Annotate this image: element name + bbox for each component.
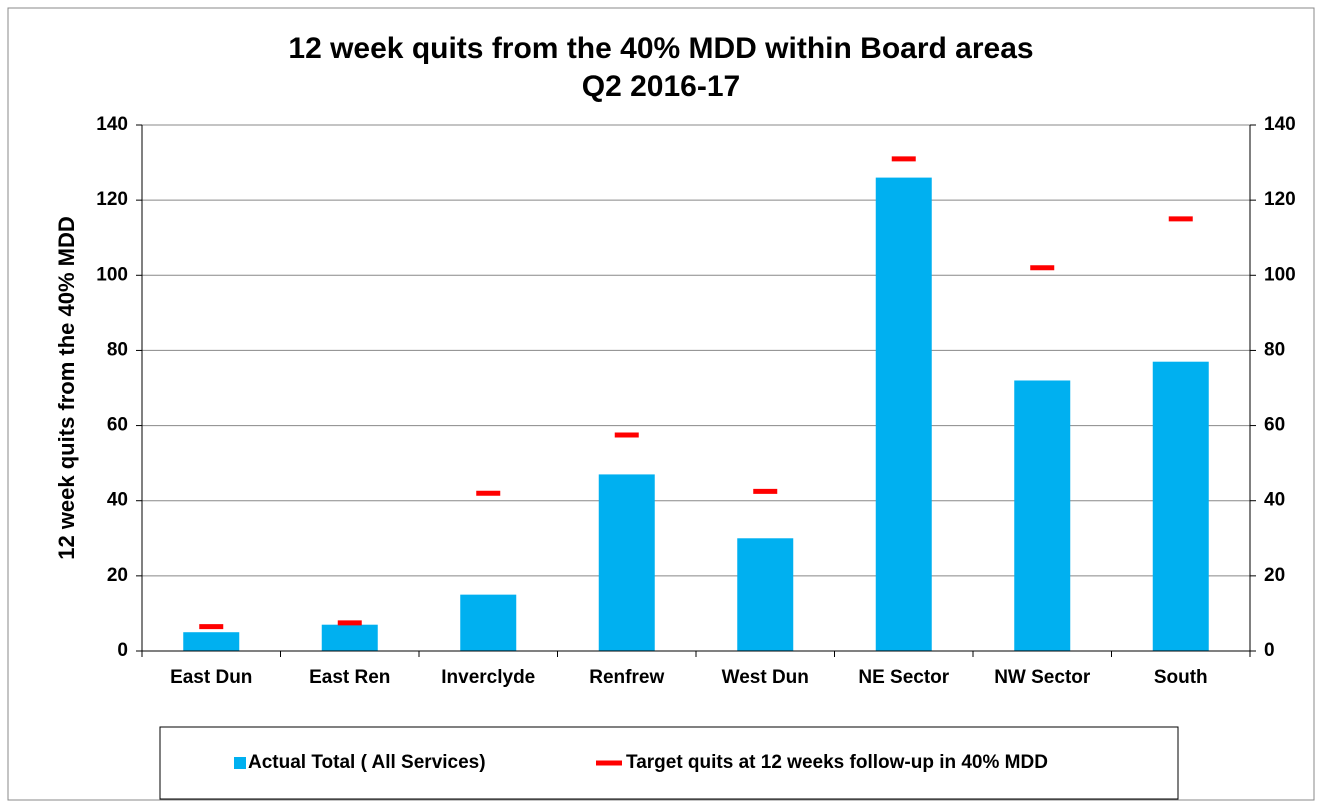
legend: [159, 726, 1179, 800]
y-tick-label: 40: [107, 490, 128, 511]
bar: [183, 632, 240, 651]
x-tick-label: East Dun: [170, 667, 252, 688]
bar: [875, 177, 932, 651]
x-tick-label: East Ren: [309, 667, 390, 688]
legend-label: Target quits at 12 weeks follow-up in 40…: [626, 752, 1048, 773]
x-tick-label: West Dun: [722, 667, 809, 688]
bar: [1152, 361, 1209, 651]
y-tick-label: 0: [117, 640, 128, 661]
y-tick-label: 60: [107, 415, 128, 436]
y2-tick-label: 20: [1264, 565, 1285, 586]
bar: [737, 538, 794, 651]
x-tick-label: NE Sector: [858, 667, 949, 688]
y2-tick-label: 100: [1264, 264, 1296, 285]
chart-frame: [7, 7, 1315, 801]
y-tick-label: 100: [96, 264, 128, 285]
y-tick-label: 120: [96, 189, 128, 210]
bar: [1014, 380, 1071, 651]
x-tick-label: Renfrew: [589, 667, 664, 688]
y-tick-label: 140: [96, 114, 128, 135]
y2-tick-label: 120: [1264, 189, 1296, 210]
chart-subtitle: Q2 2016-17: [582, 70, 740, 103]
x-tick-label: NW Sector: [994, 667, 1091, 688]
y2-tick-label: 60: [1264, 415, 1285, 436]
y-axis-label: 12 week quits from the 40% MDD: [54, 216, 79, 560]
bar: [598, 474, 655, 651]
y-tick-label: 20: [107, 565, 128, 586]
y2-tick-label: 140: [1264, 114, 1296, 135]
y2-tick-label: 80: [1264, 339, 1285, 360]
chart-title: 12 week quits from the 40% MDD within Bo…: [288, 32, 1033, 65]
legend-label: Actual Total ( All Services): [248, 752, 486, 773]
y2-tick-label: 0: [1264, 640, 1275, 661]
bar: [321, 624, 378, 651]
x-tick-label: South: [1154, 667, 1208, 688]
legend-swatch: [234, 757, 246, 769]
x-tick-label: Inverclyde: [441, 667, 535, 688]
bar: [460, 594, 517, 651]
y2-tick-label: 40: [1264, 490, 1285, 511]
y-tick-label: 80: [107, 339, 128, 360]
